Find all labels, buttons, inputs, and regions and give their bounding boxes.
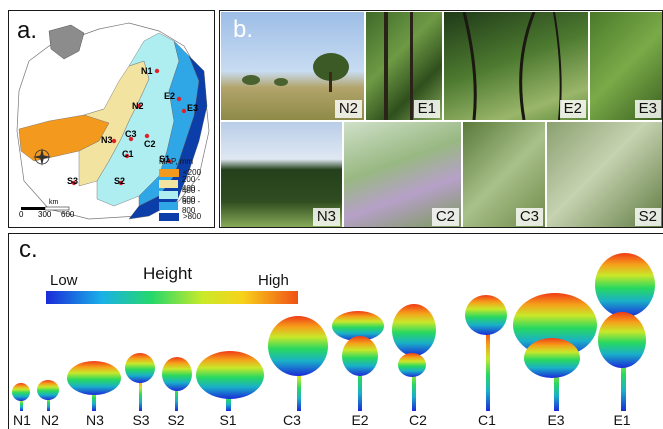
panel-a-map: a. N1 N2 [8, 10, 215, 228]
legend-row: <200 [159, 167, 214, 178]
site-label: C1 [122, 149, 134, 159]
legend-row: 200 - 400 [159, 175, 214, 193]
photo-c3: C3 [463, 122, 545, 227]
tree-label: E1 [613, 412, 631, 428]
colorbar-low: Low [50, 272, 78, 289]
colorbar [46, 291, 298, 304]
panel-b-photos: b. N2 E1 E2 E3 N3 C2 C3 S2 [219, 10, 663, 228]
photo-n2: b. N2 [221, 12, 364, 120]
colorbar-high: High [258, 272, 289, 289]
site-label: N3 [101, 135, 113, 145]
tree-label: N3 [86, 412, 104, 428]
photo-tag: E3 [634, 100, 661, 118]
site-label: S3 [67, 176, 79, 186]
site-label: E3 [187, 103, 199, 113]
tree-label: C2 [409, 412, 427, 428]
site-label: C3 [125, 129, 137, 139]
photo-tag: E2 [559, 100, 586, 118]
tree-label: E3 [547, 412, 565, 428]
photo-tag: C3 [515, 208, 543, 226]
tree-label: S1 [219, 412, 237, 428]
panel-b-label: b. [233, 16, 254, 43]
photo-tag: C2 [431, 208, 459, 226]
panel-c-label: c. [19, 236, 38, 263]
tree-label: N1 [13, 412, 31, 428]
tree-label: N2 [41, 412, 59, 428]
photo-tag: S2 [634, 208, 661, 226]
site-label: E2 [164, 91, 176, 101]
tree-label: S3 [132, 412, 150, 428]
legend-row: 400 - 600 [159, 186, 214, 204]
photo-e1: E1 [366, 12, 442, 120]
colorbar-title: Height [143, 264, 193, 283]
map-legend-title: MAP, mm [159, 157, 194, 166]
tree-label: S2 [167, 412, 185, 428]
photo-s2: S2 [547, 122, 662, 227]
tree-label: C3 [283, 412, 301, 428]
map-legend: MAP, mm <200 200 - 400 400 - 600 600 - 8… [159, 157, 214, 222]
scale-unit: km [49, 199, 59, 206]
scale-label: 0 [19, 210, 24, 219]
site-label: C2 [144, 139, 156, 149]
photo-tag: N3 [312, 208, 340, 226]
tree-label: E2 [351, 412, 369, 428]
compass-icon [33, 148, 51, 166]
site-label: S2 [114, 176, 126, 186]
scale-label: 600 [61, 210, 75, 219]
panel-a-label: a. [17, 17, 38, 44]
legend-row: 600 - 800 [159, 197, 214, 215]
photo-e3: E3 [590, 12, 662, 120]
scale-bar [21, 206, 70, 211]
photo-c2: C2 [344, 122, 461, 227]
legend-row: >800 [159, 211, 214, 222]
photo-e2: E2 [444, 12, 588, 120]
photo-n3: N3 [221, 122, 342, 227]
site-label: S1 [159, 154, 171, 164]
scale-label: 300 [38, 210, 52, 219]
tree-label: C1 [478, 412, 496, 428]
site-label: N1 [141, 66, 153, 76]
site-label: N2 [132, 101, 144, 111]
photo-tag: E1 [413, 100, 440, 118]
photo-tag: N2 [334, 100, 362, 118]
